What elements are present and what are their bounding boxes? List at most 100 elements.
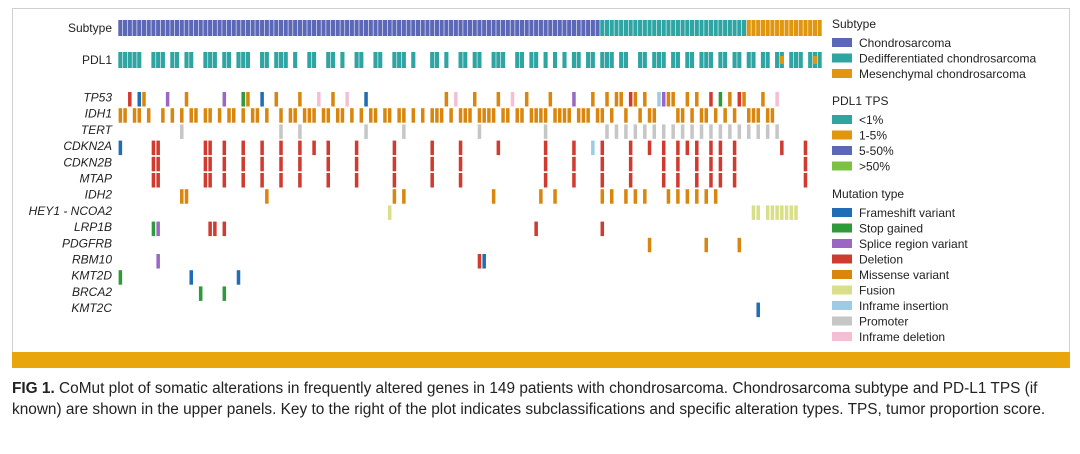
pdl1-cell xyxy=(586,52,591,68)
subtype-cell xyxy=(297,20,302,36)
subtype-cell xyxy=(538,20,543,36)
alteration-cell-mtap xyxy=(676,173,680,188)
alteration-cell-mtap xyxy=(392,173,397,188)
alteration-cell-cdkn2a xyxy=(685,140,690,156)
alteration-cell-idh1 xyxy=(529,108,534,123)
pdl1-cell xyxy=(661,52,666,68)
alteration-cell-cdkn2b xyxy=(628,156,633,172)
alteration-cell-kmt2d xyxy=(236,270,241,285)
subtype-cell xyxy=(770,20,775,36)
subtype-cell xyxy=(741,20,747,36)
alteration-cell-lrp1b xyxy=(534,221,538,237)
subtype-cell xyxy=(312,20,317,36)
alteration-cell-idh2 xyxy=(624,189,628,204)
subtype-cell xyxy=(359,20,364,36)
legend-item-inframe-insertion: Inframe insertion xyxy=(859,299,948,313)
alteration-cell-tert xyxy=(699,124,704,139)
alteration-cell-hey1-ncoa2 xyxy=(789,205,794,220)
alteration-cell-idh1 xyxy=(255,108,260,123)
alteration-cell-idh1 xyxy=(326,108,331,123)
alteration-cell-mtap xyxy=(203,173,208,188)
subtype-cell xyxy=(633,20,638,36)
alteration-cell-tp53 xyxy=(619,92,623,107)
subtype-cell xyxy=(524,20,529,36)
alteration-cell-cdkn2a xyxy=(326,140,331,156)
alteration-cell-idh1 xyxy=(383,108,387,123)
subtype-cell xyxy=(609,20,614,36)
row-label-lrp1b: LRP1B xyxy=(74,220,112,234)
alteration-cell-tp53 xyxy=(775,92,779,107)
legend-swatch-fusion xyxy=(832,285,852,295)
alteration-cell-cdkn2a xyxy=(803,140,808,156)
alteration-cell-idh1 xyxy=(515,108,520,123)
legend-swatch-deletion xyxy=(832,254,852,264)
subtype-cell xyxy=(236,20,241,36)
alteration-cell-idh1 xyxy=(227,108,231,123)
subtype-cell xyxy=(656,20,662,36)
pdl1-cell xyxy=(671,52,676,68)
alteration-cell-idh1 xyxy=(288,108,293,123)
alteration-cell-rbm10 xyxy=(482,254,486,269)
alteration-cell-cdkn2b xyxy=(222,156,227,172)
alteration-cell-tp53 xyxy=(222,92,227,107)
alteration-cell-idh1 xyxy=(600,108,605,123)
alteration-cell-idh1 xyxy=(118,108,123,123)
alteration-cell-tp53 xyxy=(591,92,595,107)
alteration-cell-tp53 xyxy=(128,92,132,107)
subtype-cell xyxy=(345,20,350,36)
pdl1-cell xyxy=(156,52,161,68)
alteration-cell-cdkn2b xyxy=(430,156,434,172)
alteration-cell-hey1-ncoa2 xyxy=(770,205,775,220)
alteration-cell-idh1 xyxy=(624,108,628,123)
subtype-cell xyxy=(576,20,581,36)
pdl1-cell xyxy=(359,52,364,68)
alteration-cell-idh1 xyxy=(487,108,491,123)
subtype-cell xyxy=(647,20,652,36)
alteration-cell-idh1 xyxy=(595,108,600,123)
subtype-cell xyxy=(411,20,416,36)
subtype-cell xyxy=(255,20,260,36)
pdl1-cell xyxy=(444,52,449,68)
pdl1-cell xyxy=(378,52,383,68)
alteration-cell-idh2 xyxy=(685,189,690,204)
alteration-cell-cdkn2b xyxy=(458,156,463,172)
subtype-cell xyxy=(156,20,161,36)
alteration-cell-idh2 xyxy=(184,189,189,204)
subtype-cell xyxy=(165,20,170,36)
legend-swatch-stop-gained xyxy=(832,223,852,233)
alteration-cell-idh1 xyxy=(231,108,236,123)
subtype-cell xyxy=(590,20,595,36)
alteration-cell-idh2 xyxy=(713,189,718,204)
alteration-cell-idh1 xyxy=(520,108,524,123)
alteration-cell-cdkn2b xyxy=(732,156,737,172)
subtype-cell xyxy=(765,20,770,36)
subtype-cell xyxy=(562,20,567,36)
subtype-cell xyxy=(378,20,383,36)
alteration-cell-tp53 xyxy=(666,92,671,107)
subtype-cell xyxy=(387,20,392,36)
alteration-cell-tert xyxy=(737,124,742,139)
alteration-cell-tp53 xyxy=(137,92,142,107)
legend-swatch-mesenchymal-chondrosarcoma xyxy=(832,69,852,78)
alteration-cell-cdkn2b xyxy=(260,156,264,172)
legend-item-1: <1% xyxy=(859,113,884,127)
subtype-cell xyxy=(212,20,217,36)
pdl1-cell xyxy=(137,52,142,68)
alteration-cell-hey1-ncoa2 xyxy=(780,205,784,220)
alteration-cell-cdkn2b xyxy=(695,156,699,172)
alteration-cell-tert xyxy=(680,124,685,139)
legend-item-deletion: Deletion xyxy=(859,253,903,267)
subtype-cell xyxy=(340,20,345,36)
alteration-cell-hey1-ncoa2 xyxy=(765,205,770,220)
subtype-cell xyxy=(477,20,482,36)
pdl1-cell xyxy=(330,52,336,68)
alteration-cell-idh1 xyxy=(397,108,401,123)
pdl1-cell xyxy=(477,52,482,68)
alteration-cell-cdkn2b xyxy=(354,156,359,172)
alteration-cell-idh1 xyxy=(581,108,586,123)
alteration-cell-tp53 xyxy=(246,92,250,107)
pdl1-cell xyxy=(798,52,803,68)
pdl1-cell xyxy=(751,52,756,68)
subtype-cell xyxy=(708,20,714,36)
alteration-cell-idh2 xyxy=(704,189,709,204)
